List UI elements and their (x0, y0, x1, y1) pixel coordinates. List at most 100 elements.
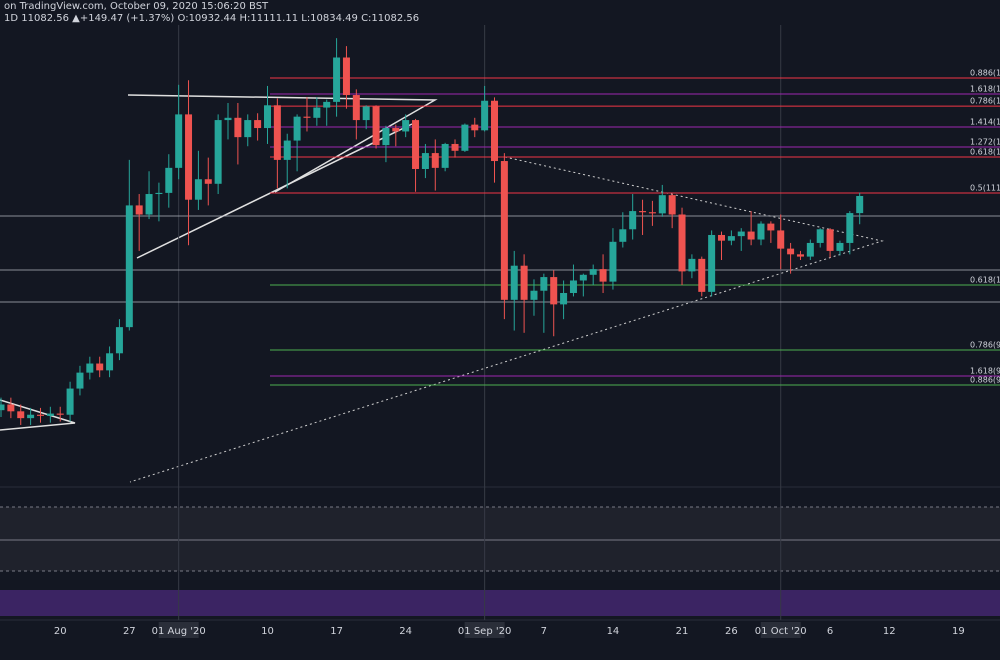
fib-label: 1.272(115 (970, 138, 1000, 147)
fib-label: 0.618(115 (970, 148, 1000, 157)
candle-body (698, 258, 706, 292)
candle-body (263, 105, 271, 129)
fib-label: 0.786(97 (970, 340, 1000, 349)
candle-body (106, 353, 114, 371)
candle-body (718, 234, 726, 241)
header-ohlc: 1D 11082.56 ▲+149.47 (+1.37%) O:10932.44… (4, 13, 419, 24)
candle-body (569, 280, 577, 293)
candle-body (668, 195, 676, 215)
candle-body (540, 277, 548, 291)
candle-body (530, 290, 538, 300)
candle-body (135, 205, 143, 215)
candle-body (333, 57, 341, 102)
candle-body (342, 57, 350, 96)
candle-body (599, 269, 607, 282)
x-tick-label: 01 Aug '20 (152, 626, 206, 637)
x-tick-label: 27 (123, 626, 136, 637)
candle-body (510, 265, 518, 300)
x-tick-label: 12 (883, 626, 896, 637)
fib-label: 0.618(103 (970, 276, 1000, 285)
candle-body (283, 140, 291, 160)
triangle-drawing (129, 156, 884, 483)
candle-body (382, 128, 390, 146)
x-tick-label: 7 (541, 626, 547, 637)
x-tick-label: 6 (827, 626, 833, 637)
candle-body (856, 196, 864, 214)
candle-body (36, 414, 44, 416)
candle-body (836, 242, 844, 251)
candle-body (629, 211, 637, 230)
candle-body (471, 124, 479, 131)
candle-body (0, 404, 5, 411)
candle-body (66, 388, 74, 415)
trend-line (136, 123, 413, 259)
candle-body (372, 106, 380, 146)
candle-body (816, 229, 824, 243)
fib-label: 1.414(117 (970, 118, 1000, 127)
candle-body (224, 117, 232, 121)
x-tick-label: 10 (261, 626, 274, 637)
fib-label: 0.886(121 (970, 68, 1000, 77)
candle-body (846, 213, 854, 243)
candle-body (402, 120, 410, 132)
x-tick-label: 21 (676, 626, 689, 637)
candle-body (412, 120, 420, 169)
candle-body (678, 214, 686, 272)
candle-body (303, 116, 311, 118)
candle-body (323, 101, 331, 108)
candle-body (204, 179, 212, 184)
candle-body (155, 192, 163, 195)
candle-body (392, 128, 400, 132)
candle-body (145, 194, 153, 215)
candle-body (737, 231, 745, 237)
candle-body (244, 120, 252, 138)
candle-body (589, 269, 597, 275)
candle-body (273, 105, 281, 160)
candle-body (579, 274, 587, 281)
triangle-drawing (127, 94, 438, 193)
candle-body (619, 229, 627, 242)
candle-body (658, 195, 666, 214)
candle-body (688, 258, 696, 272)
candle-body (165, 167, 173, 193)
candle-body (352, 95, 360, 121)
header-source: on TradingView.com, October 09, 2020 15:… (4, 1, 269, 12)
candle-body (609, 241, 617, 282)
candle-body (313, 107, 321, 118)
candle-body (777, 230, 785, 249)
fib-label: 0.5(111 (970, 184, 1000, 193)
candle-body (56, 413, 64, 415)
candle-body (421, 153, 429, 169)
candle-body (550, 277, 558, 305)
candle-body (767, 223, 775, 231)
date-highlight (760, 622, 801, 638)
fib-label: 1.618(94 (970, 367, 1000, 376)
x-tick-label: 14 (607, 626, 620, 637)
date-highlight (158, 622, 199, 638)
candle-body (500, 161, 508, 300)
fib-label: 0.886(94 (970, 376, 1000, 385)
stoch-band (0, 590, 1000, 616)
candle-body (639, 211, 647, 213)
x-tick-label: 26 (725, 626, 738, 637)
candle-body (441, 143, 449, 168)
x-tick-label: 20 (54, 626, 67, 637)
candle-body (826, 229, 834, 251)
candle-body (787, 248, 795, 255)
candle-body (234, 117, 242, 138)
candle-body (115, 327, 123, 354)
date-highlight (464, 622, 505, 638)
candle-body (254, 120, 262, 129)
x-tick-label: 01 Sep '20 (458, 626, 511, 637)
rsi-band (0, 507, 1000, 571)
candle-body (451, 143, 459, 151)
candle-body (7, 404, 15, 412)
candle-body (708, 234, 716, 292)
triangle-drawing (0, 399, 76, 431)
candle-body (796, 254, 804, 257)
candle-body (520, 265, 528, 300)
candle-body (757, 223, 765, 240)
candle-body (727, 236, 735, 241)
candle-body (481, 100, 489, 131)
